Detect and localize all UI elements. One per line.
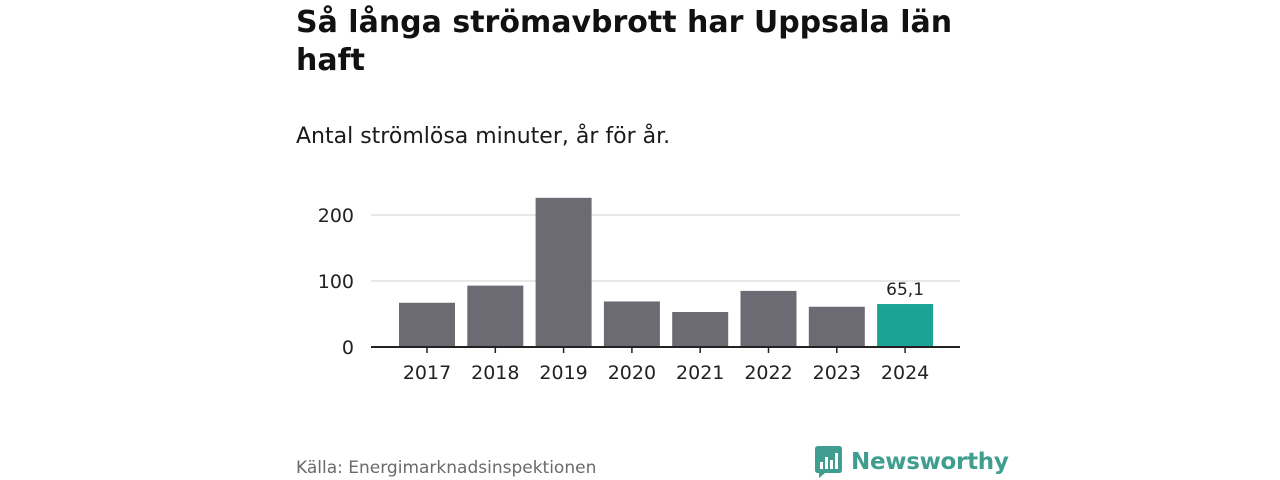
bar-2017 bbox=[399, 302, 455, 347]
bar-2021 bbox=[672, 312, 729, 347]
bar-2019 bbox=[535, 197, 592, 347]
data-label-2024: 65,1 bbox=[886, 280, 924, 300]
bar-2022 bbox=[740, 290, 797, 347]
bar-2023 bbox=[808, 306, 865, 347]
x-tick-label: 2018 bbox=[471, 362, 519, 384]
y-tick-label: 100 bbox=[318, 271, 354, 293]
x-tick-label: 2024 bbox=[881, 362, 929, 384]
chart-subtitle: Antal strömlösa minuter, år för år. bbox=[296, 124, 671, 149]
x-tick-label: 2020 bbox=[608, 362, 656, 384]
grid-lines bbox=[371, 214, 960, 282]
bars bbox=[399, 197, 934, 347]
brand-logo: Newsworthy bbox=[815, 446, 1009, 478]
y-axis-ticks: 0 100 200 bbox=[318, 205, 354, 359]
x-tick-label: 2019 bbox=[539, 362, 587, 384]
bar-2018 bbox=[467, 285, 524, 347]
x-tick-label: 2022 bbox=[744, 362, 792, 384]
bar-2024 bbox=[877, 304, 934, 347]
data-labels: 65,1 bbox=[886, 280, 924, 300]
bar-chart: 0 100 200 2017 2018 2019 2020 2021 2022 2023 2024… bbox=[318, 197, 960, 384]
brand-name: Newsworthy bbox=[851, 449, 1009, 475]
bar-chart-logo-icon bbox=[815, 446, 842, 478]
y-tick-label: 200 bbox=[318, 205, 354, 227]
x-tick-label: 2021 bbox=[676, 362, 724, 384]
y-tick-label: 0 bbox=[342, 337, 354, 359]
x-tick-label: 2017 bbox=[403, 362, 451, 384]
bar-2020 bbox=[603, 301, 660, 347]
source-note: Källa: Energimarknadsinspektionen bbox=[296, 458, 597, 478]
x-tick-label: 2023 bbox=[813, 362, 861, 384]
chart-title: Så långa strömavbrott har Uppsala län ha… bbox=[296, 5, 953, 78]
x-axis-ticks: 2017 2018 2019 2020 2021 2022 2023 2024 bbox=[371, 346, 960, 384]
chart-card: Så långa strömavbrott har Uppsala län ha… bbox=[296, 0, 1009, 480]
